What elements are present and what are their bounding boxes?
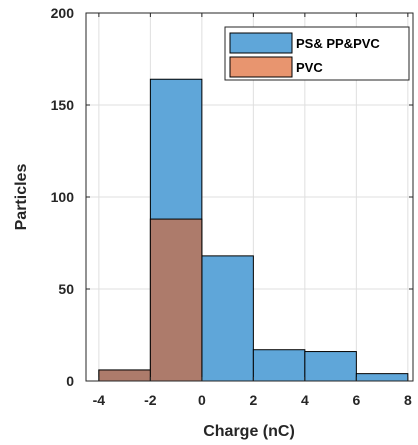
bar-ps-pp-pvc (355, 373, 409, 382)
y-tick-label: 0 (66, 373, 74, 389)
x-tick-label: -2 (144, 392, 157, 408)
x-axis-title: Charge (nC) (203, 423, 295, 440)
bar-ps-pp-pvc (201, 255, 254, 382)
y-tick-label: 200 (51, 5, 75, 21)
x-tick-label: 8 (404, 392, 412, 408)
x-tick-label: 6 (352, 392, 360, 408)
legend-swatch-pvc (229, 56, 293, 78)
x-tick-label: -4 (93, 392, 106, 408)
y-tick-label: 150 (51, 97, 75, 113)
legend-label-pvc: PVC (296, 60, 323, 75)
y-tick-label: 100 (51, 189, 75, 205)
bar-pvc (149, 218, 203, 382)
legend-swatch-ps-pp-pvc (229, 32, 293, 54)
bar-ps-pp-pvc (304, 351, 357, 382)
bar-ps-pp-pvc (252, 349, 306, 382)
x-tick-label: 4 (301, 392, 309, 408)
bar-pvc (98, 369, 151, 382)
y-tick-label: 50 (58, 281, 74, 297)
y-axis-title: Particles (13, 164, 30, 231)
x-tick-label: 0 (198, 392, 206, 408)
legend-label-ps-pp-pvc: PS& PP&PVC (296, 36, 380, 51)
legend: PS& PP&PVC PVC (224, 26, 410, 81)
x-tick-label: 2 (249, 392, 257, 408)
bars (98, 78, 409, 382)
ticks: -4 -2 0 2 4 6 8 0 50 100 150 200 (51, 5, 413, 408)
